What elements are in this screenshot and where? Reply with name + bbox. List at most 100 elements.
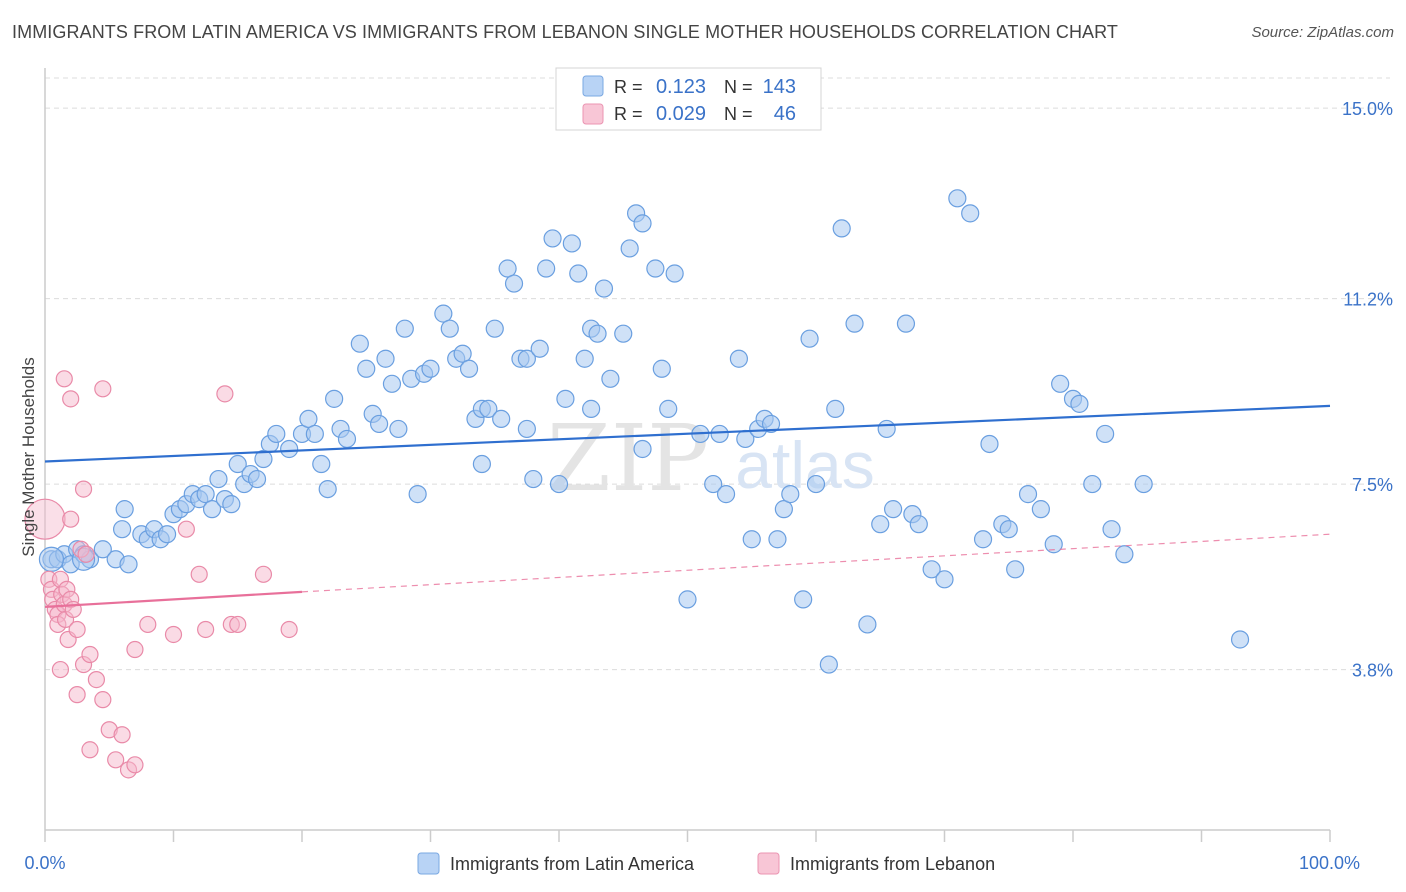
point-latin-america bbox=[973, 530, 993, 549]
point-lebanon bbox=[68, 686, 86, 704]
y-tick-label: 3.8% bbox=[1352, 661, 1393, 681]
point-lebanon bbox=[94, 380, 112, 398]
point-latin-america bbox=[157, 525, 177, 544]
point-lebanon bbox=[68, 620, 86, 639]
point-latin-america bbox=[254, 449, 273, 469]
point-latin-america bbox=[858, 615, 877, 634]
point-latin-america bbox=[530, 339, 549, 358]
point-lebanon bbox=[216, 385, 234, 403]
point-latin-america bbox=[524, 469, 543, 489]
point-latin-america bbox=[453, 344, 472, 363]
point-latin-america bbox=[768, 530, 787, 549]
point-latin-america bbox=[646, 259, 665, 278]
point-latin-america bbox=[498, 259, 517, 278]
point-latin-america bbox=[909, 515, 928, 534]
point-latin-america bbox=[665, 264, 684, 283]
point-latin-america bbox=[620, 239, 639, 258]
point-lebanon bbox=[254, 565, 273, 583]
x-tick-label: 100.0% bbox=[1299, 853, 1360, 873]
point-latin-america bbox=[575, 349, 594, 368]
point-latin-america bbox=[222, 495, 241, 514]
point-latin-america bbox=[209, 469, 228, 489]
bottom-legend: Immigrants from Latin America Immigrants… bbox=[417, 852, 995, 875]
point-latin-america bbox=[678, 590, 697, 609]
point-latin-america bbox=[832, 219, 851, 238]
point-latin-america bbox=[357, 359, 376, 378]
point-latin-america bbox=[370, 414, 389, 434]
point-lebanon bbox=[190, 565, 208, 583]
point-latin-america bbox=[883, 500, 903, 519]
watermark-zip: ZIP bbox=[547, 405, 709, 512]
point-latin-america bbox=[459, 359, 479, 378]
legend-swatch-blue bbox=[582, 75, 604, 97]
point-latin-america bbox=[819, 655, 838, 674]
point-lebanon bbox=[51, 660, 70, 679]
watermark-atlas: atlas bbox=[735, 428, 874, 502]
point-latin-america bbox=[389, 419, 408, 439]
point-latin-america bbox=[761, 414, 781, 434]
point-latin-america bbox=[774, 500, 793, 519]
bottom-legend-swatch-pink bbox=[757, 852, 780, 875]
point-latin-america bbox=[794, 590, 813, 609]
point-latin-america bbox=[594, 279, 614, 298]
point-latin-america bbox=[492, 409, 511, 429]
point-latin-america bbox=[845, 314, 864, 333]
point-latin-america bbox=[601, 369, 620, 388]
tick-labels: 3.8% 7.5% 11.2% 15.0% 0.0% 100.0% bbox=[24, 99, 1393, 873]
point-lebanon bbox=[62, 510, 80, 528]
point-latin-america bbox=[228, 454, 247, 474]
point-latin-america bbox=[115, 500, 134, 519]
point-latin-america bbox=[980, 434, 999, 454]
point-latin-america bbox=[1070, 394, 1089, 413]
point-latin-america bbox=[948, 189, 967, 208]
point-latin-america-large bbox=[38, 546, 65, 572]
point-latin-america bbox=[112, 520, 132, 539]
point-lebanon bbox=[126, 640, 144, 659]
series-lebanon bbox=[24, 370, 298, 779]
legend-r-value-2: 0.029 bbox=[656, 103, 706, 125]
legend: R = 0.123 N = 143 R = 0.029 N = 46 bbox=[555, 67, 822, 131]
source-label: Source: ZipAtlas.com bbox=[1251, 24, 1394, 41]
point-lebanon bbox=[87, 670, 106, 689]
point-latin-america bbox=[350, 334, 369, 353]
point-latin-america bbox=[961, 204, 980, 223]
point-latin-america bbox=[325, 389, 344, 408]
y-axis-label: Single Mother Households bbox=[19, 357, 38, 556]
point-latin-america bbox=[659, 399, 678, 418]
bottom-legend-label-pink: Immigrants from Lebanon bbox=[790, 854, 995, 874]
point-latin-america bbox=[337, 429, 357, 449]
point-latin-america bbox=[562, 234, 581, 253]
point-lebanon bbox=[280, 620, 298, 639]
watermark: ZIP atlas bbox=[547, 405, 875, 512]
point-latin-america bbox=[1018, 485, 1038, 504]
point-lebanon bbox=[107, 751, 125, 769]
point-latin-america bbox=[1115, 545, 1134, 564]
series-latin-america bbox=[38, 189, 1250, 674]
point-latin-america bbox=[1230, 630, 1250, 649]
chart-title: IMMIGRANTS FROM LATIN AMERICA VS IMMIGRA… bbox=[12, 22, 1119, 42]
point-lebanon bbox=[113, 726, 131, 744]
y-tick-label: 7.5% bbox=[1352, 475, 1393, 495]
point-latin-america bbox=[633, 439, 652, 459]
point-latin-america bbox=[1134, 474, 1153, 494]
point-latin-america bbox=[280, 439, 299, 459]
point-latin-america bbox=[504, 274, 524, 293]
point-latin-america bbox=[543, 229, 562, 248]
point-latin-america bbox=[382, 374, 402, 393]
point-latin-america bbox=[896, 314, 916, 333]
point-latin-america bbox=[871, 515, 890, 534]
trend-layer bbox=[44, 404, 1331, 609]
point-latin-america bbox=[704, 474, 723, 494]
point-latin-america bbox=[935, 570, 954, 589]
point-latin-america bbox=[196, 485, 215, 504]
point-latin-america bbox=[517, 419, 536, 439]
grid-layer bbox=[45, 77, 1390, 671]
point-latin-america bbox=[93, 540, 112, 559]
trend-line-latin-america bbox=[44, 404, 1331, 463]
y-tick-label: 11.2% bbox=[1343, 290, 1393, 310]
point-latin-america bbox=[556, 389, 575, 408]
point-latin-america bbox=[800, 329, 819, 348]
point-lebanon bbox=[81, 741, 99, 759]
point-latin-america bbox=[318, 479, 337, 499]
